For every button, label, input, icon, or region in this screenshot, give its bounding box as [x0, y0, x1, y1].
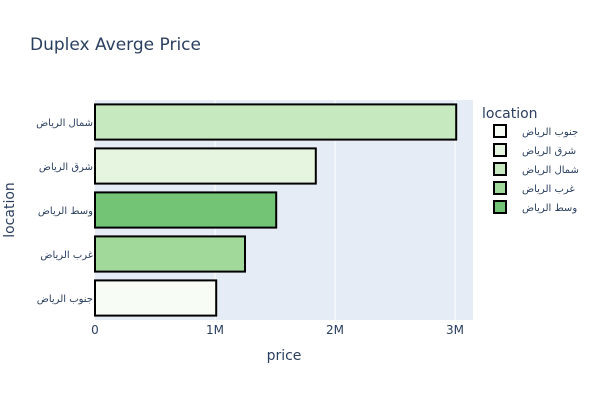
legend: location جنوب الرياض شرق الرياض شمال الريا… — [482, 106, 579, 214]
legend-swatch[interactable] — [493, 143, 507, 157]
legend-swatch[interactable] — [493, 162, 507, 176]
legend-label[interactable]: وسط الرياض — [522, 203, 577, 214]
legend-label[interactable]: جنوب الرياض — [522, 127, 578, 138]
x-tick-label: 0 — [91, 323, 99, 337]
y-tick-label: وسط الرياض — [38, 206, 93, 217]
legend-title: location — [482, 106, 538, 122]
y-tick-label: شمال الرياض — [36, 118, 93, 129]
legend-swatch[interactable] — [493, 200, 507, 214]
bar[interactable] — [94, 235, 246, 273]
bar[interactable] — [94, 147, 317, 185]
bars — [94, 103, 458, 317]
legend-swatch[interactable] — [493, 124, 507, 138]
y-tick-label: جنوب الرياض — [37, 294, 93, 305]
x-axis-title: price — [267, 348, 302, 364]
bar[interactable] — [94, 103, 458, 141]
x-tick-label: 2M — [326, 323, 344, 337]
legend-label[interactable]: شرق الرياض — [522, 146, 576, 157]
legend-label[interactable]: شمال الرياض — [522, 165, 579, 176]
bar[interactable] — [94, 191, 278, 229]
x-tick-label: 1M — [206, 323, 224, 337]
x-tick-label: 3M — [446, 323, 464, 337]
y-tick-label: غرب الرياض — [40, 250, 93, 261]
x-axis-ticks: 0 1M 2M 3M — [91, 323, 464, 337]
y-axis-ticks: شمال الرياض شرق الرياض وسط الرياض غرب الريا… — [36, 118, 93, 305]
y-axis-title: location — [2, 182, 18, 238]
y-tick-label: شرق الرياض — [39, 162, 93, 173]
bar[interactable] — [94, 279, 218, 317]
legend-swatch[interactable] — [493, 181, 507, 195]
chart-title: Duplex Averge Price — [30, 35, 201, 55]
legend-label[interactable]: غرب الرياض — [522, 184, 575, 195]
